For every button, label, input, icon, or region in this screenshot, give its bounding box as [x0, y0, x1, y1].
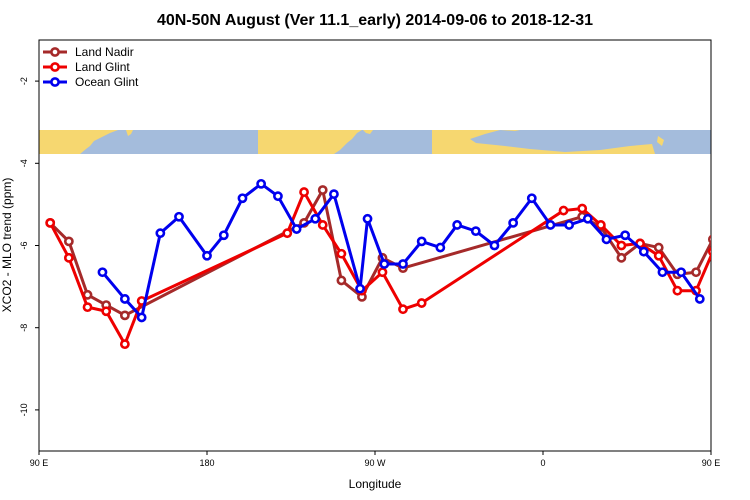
data-point — [136, 312, 147, 323]
data-point — [470, 226, 481, 237]
data-point — [452, 220, 463, 230]
data-point — [564, 220, 575, 230]
data-point — [728, 242, 735, 249]
data-point — [707, 247, 711, 257]
series-layer — [45, 178, 735, 350]
data-point — [558, 205, 569, 216]
data-point — [119, 339, 130, 350]
data-point — [362, 213, 373, 224]
data-point — [336, 248, 347, 259]
data-point — [317, 185, 328, 195]
data-point — [638, 246, 649, 257]
data-point — [45, 217, 56, 228]
x-tick-label: 90 E — [702, 458, 721, 468]
data-point — [416, 236, 427, 247]
y-tick-label: -2 — [19, 77, 29, 85]
series-land-glint — [45, 187, 735, 350]
data-point — [82, 302, 93, 313]
y-tick-label: -4 — [19, 159, 29, 167]
map-ocean — [39, 130, 711, 154]
data-point — [694, 294, 705, 304]
legend-marker-land-nadir — [50, 47, 60, 57]
x-tick-label: 90 W — [364, 458, 386, 468]
data-point — [508, 217, 519, 228]
data-point — [377, 267, 388, 278]
data-point — [174, 211, 184, 222]
data-point — [329, 189, 339, 200]
data-point — [63, 252, 74, 263]
data-point — [237, 193, 248, 204]
data-point — [653, 242, 664, 253]
chart-title: 40N-50N August (Ver 11.1_early) 2014-09-… — [157, 12, 593, 29]
data-point — [63, 236, 74, 247]
x-axis-label: Longitude — [349, 477, 402, 491]
x-tick-label: 0 — [540, 458, 545, 468]
x-tick-label: 90 E — [30, 458, 49, 468]
series-land-nadir — [45, 185, 735, 321]
y-tick-label: -6 — [19, 241, 29, 249]
data-point — [355, 283, 365, 294]
data-point — [101, 306, 112, 317]
data-point — [672, 285, 683, 296]
data-point — [545, 220, 556, 230]
data-point — [620, 230, 631, 241]
data-point — [299, 187, 309, 197]
data-point — [398, 259, 408, 269]
data-point — [653, 250, 664, 261]
legend-label-ocean-glint: Ocean Glint — [75, 75, 139, 89]
data-point — [119, 310, 130, 321]
data-point — [616, 240, 627, 251]
data-point — [595, 220, 606, 230]
y-tick-label: -8 — [19, 324, 29, 332]
data-point — [489, 240, 500, 251]
data-point — [398, 304, 408, 315]
data-point — [601, 234, 612, 245]
data-point — [273, 191, 283, 202]
data-point — [202, 250, 212, 261]
data-point — [657, 267, 668, 278]
data-point — [435, 242, 446, 253]
legend-marker-land-glint — [50, 62, 60, 72]
data-point — [310, 213, 321, 224]
legend-label-land-nadir: Land Nadir — [75, 45, 134, 59]
world-map-strip — [39, 130, 711, 154]
data-point — [691, 267, 701, 278]
legend-label-land-glint: Land Glint — [75, 60, 130, 74]
data-point — [616, 252, 627, 263]
y-tick-label: -10 — [19, 403, 29, 416]
y-axis: -10 -8 -6 -4 -2 — [19, 77, 39, 416]
data-point — [256, 178, 267, 189]
x-tick-label: 180 — [199, 458, 214, 468]
data-point — [282, 228, 293, 239]
data-point — [119, 294, 130, 304]
series-ocean-glint — [97, 178, 705, 323]
data-point — [526, 193, 537, 204]
data-point — [317, 220, 328, 230]
data-point — [97, 267, 108, 278]
x-axis: 90 E 180 90 W 0 90 E — [30, 451, 721, 468]
series-line-land-glint — [48, 190, 711, 346]
data-point — [582, 213, 593, 224]
legend-marker-ocean-glint — [50, 77, 60, 87]
data-point — [379, 259, 390, 269]
y-axis-label: XCO2 - MLO trend (ppm) — [0, 178, 14, 313]
data-point — [676, 267, 687, 278]
data-point — [336, 275, 347, 286]
data-point — [416, 298, 427, 308]
data-point — [707, 234, 711, 244]
data-point — [291, 224, 302, 234]
data-point — [577, 203, 588, 214]
data-point — [218, 230, 229, 241]
map-land — [39, 130, 664, 154]
data-point — [728, 236, 735, 243]
series-line-ocean-glint — [101, 182, 702, 319]
data-point — [155, 228, 166, 239]
plot-frame — [38, 39, 712, 452]
